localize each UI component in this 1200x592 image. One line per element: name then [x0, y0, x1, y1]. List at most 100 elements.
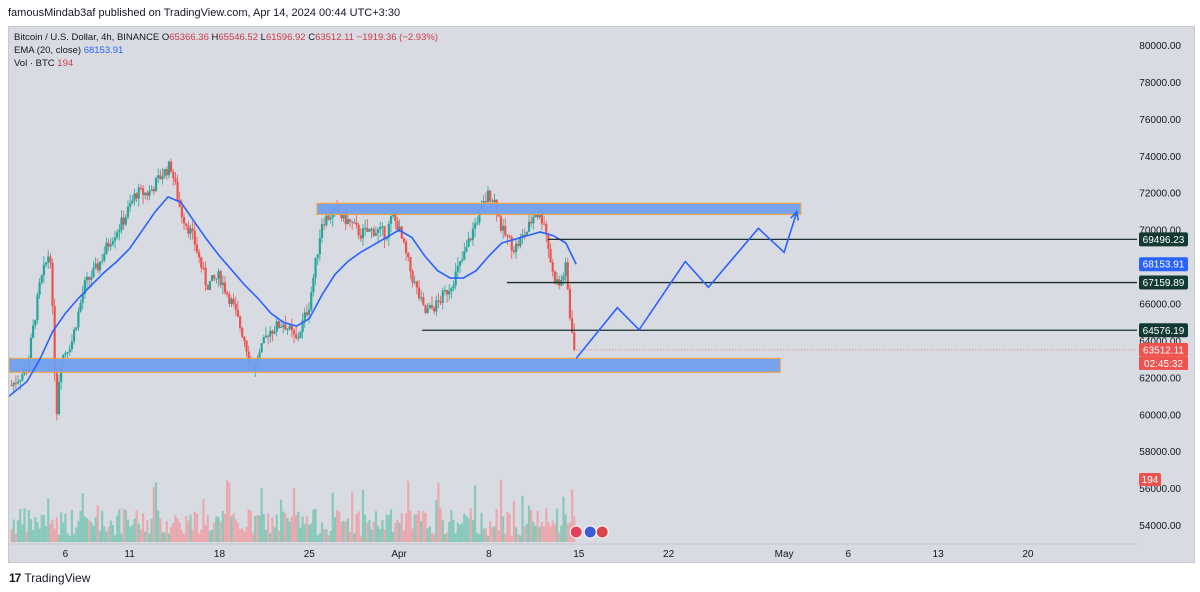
level-price-tag-bg — [1139, 275, 1188, 290]
candle-body — [368, 229, 371, 232]
candle-body — [105, 242, 108, 254]
candle-body — [312, 277, 315, 293]
candle-body — [79, 303, 82, 312]
volume-bar — [163, 532, 166, 542]
candle-body — [514, 243, 518, 253]
candle-body — [159, 175, 162, 180]
volume-bar — [103, 526, 106, 542]
y-axis-tick-label: 76000.00 — [1139, 115, 1181, 126]
volume-bar — [402, 530, 406, 542]
volume-bar — [452, 519, 455, 542]
volume-bar — [508, 514, 511, 542]
volume-bar — [433, 534, 436, 542]
candle-body — [286, 329, 289, 331]
candle-body — [29, 337, 33, 359]
volume-bar — [295, 514, 298, 542]
candle-body — [154, 178, 158, 192]
volume-bar — [264, 530, 268, 542]
price-chart[interactable]: 54000.00 56000.00 58000.00 60000.00 62000.00… — [9, 27, 1195, 563]
volume-bar — [310, 523, 313, 542]
volume-bar — [260, 488, 263, 542]
level-price-tag-bg — [1139, 232, 1188, 247]
projection-path — [575, 211, 798, 359]
volume-bar — [284, 512, 287, 542]
tradingview-logo[interactable]: 17 TradingView — [9, 571, 90, 585]
volume-bar — [148, 533, 151, 542]
volume-bar — [288, 521, 291, 542]
candle-body — [499, 216, 503, 231]
candle-body — [523, 234, 526, 236]
volume-bar — [133, 518, 136, 542]
candle-body — [387, 223, 390, 238]
candle-body — [40, 275, 43, 283]
candle-body — [465, 246, 468, 252]
volume-bar — [279, 499, 283, 542]
candle-body — [549, 248, 552, 263]
volume-bar — [489, 521, 492, 542]
candle-body — [75, 327, 78, 330]
volume-bar — [394, 522, 397, 542]
volume-bar — [96, 505, 99, 542]
candle-body — [506, 235, 509, 237]
candle-body — [262, 337, 265, 344]
candle-body — [139, 187, 143, 189]
volume-bar — [329, 531, 332, 542]
candle-body — [85, 276, 89, 281]
y-axis-tick-label: 70000.00 — [1139, 226, 1181, 237]
volume-bar — [109, 520, 112, 542]
volume-bar — [223, 513, 227, 542]
candle-body — [53, 306, 56, 374]
candle-body — [299, 332, 302, 338]
candle-body — [458, 261, 462, 266]
volume-bar — [316, 535, 319, 542]
x-axis-tick-label: 20 — [1022, 549, 1034, 560]
candle-body — [243, 336, 246, 341]
candle-body — [359, 235, 362, 239]
candle-body — [430, 305, 434, 308]
volume-bar — [558, 532, 561, 542]
volume-bar — [469, 508, 472, 542]
candle-body — [303, 312, 306, 321]
event-us-flag-icon — [595, 525, 609, 539]
event-lightning-icon — [569, 525, 583, 539]
candle-body — [116, 232, 119, 238]
candle-body — [282, 324, 285, 327]
volume-bar — [176, 518, 179, 542]
volume-bar — [154, 482, 158, 542]
volume-bar — [208, 530, 212, 542]
tradingview-mark-icon: 17 — [9, 571, 21, 585]
candle-body — [571, 318, 574, 333]
y-axis-tick-label: 60000.00 — [1139, 410, 1181, 421]
candle-body — [144, 192, 147, 196]
candle-body — [14, 382, 17, 384]
volume-bar — [228, 482, 231, 542]
volume-bar — [359, 535, 362, 542]
last-price-tag: 63512.11 — [1143, 345, 1184, 356]
volume-bar — [458, 524, 462, 542]
x-axis-tick-label: 8 — [486, 549, 492, 560]
volume-bar — [90, 521, 93, 542]
candle-body — [493, 199, 496, 202]
candle-body — [21, 374, 24, 381]
tradingview-brand: TradingView — [24, 571, 91, 585]
candle-body — [126, 206, 130, 218]
volume-bar — [64, 513, 67, 542]
ema-line — [9, 195, 577, 397]
ema-label[interactable]: EMA (20, close) — [14, 45, 82, 56]
volume-bar — [385, 514, 388, 542]
candle-body — [238, 316, 242, 328]
volume-bar — [251, 532, 255, 542]
volume-bar — [217, 517, 220, 542]
volume-label[interactable]: Vol · BTC — [14, 58, 55, 69]
x-axis-tick-label: 22 — [663, 549, 675, 560]
volume-bar — [185, 515, 188, 542]
symbol-label[interactable]: Bitcoin / U.S. Dollar, 4h, BINANCE — [14, 32, 160, 43]
volume-bar — [441, 520, 444, 542]
candle-body — [456, 265, 459, 272]
volume-bar — [126, 519, 130, 542]
volume-bar — [254, 516, 257, 542]
volume-bar — [189, 514, 192, 542]
chart-panel[interactable]: 54000.00 56000.00 58000.00 60000.00 62000.00… — [8, 26, 1195, 563]
volume-bar — [376, 525, 380, 542]
level-price-tag-bg — [1139, 323, 1188, 338]
